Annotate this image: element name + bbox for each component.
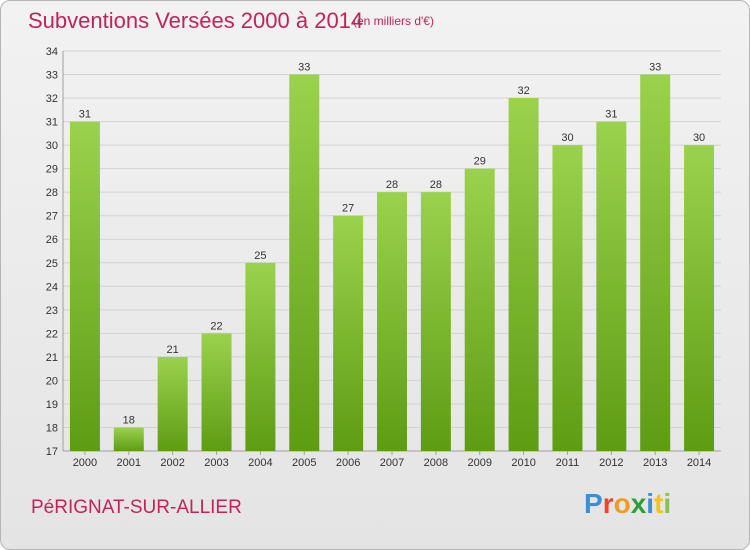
bar-2000 [69,121,100,452]
y-tick-label: 26 [46,234,58,246]
chart-title: Subventions Versées 2000 à 2014 [28,8,364,33]
y-tick-label: 27 [46,211,58,223]
y-tick-label: 18 [46,422,58,434]
y-tick-label: 22 [46,328,58,340]
y-tick-label: 20 [46,375,58,387]
y-tick-label: 33 [46,70,58,82]
x-tick-label: 2005 [292,457,316,469]
y-tick-label: 28 [46,187,58,199]
x-tick-label: 2013 [643,457,667,469]
x-tick-label: 2000 [73,457,97,469]
x-tick-label: 2014 [687,457,711,469]
logo-letter: r [602,488,614,519]
y-tick-label: 29 [46,164,58,176]
x-tick-label: 2003 [204,457,228,469]
data-label: 30 [693,132,705,144]
x-tick-label: 2006 [336,457,360,469]
bar-2007 [377,192,407,452]
logo-letter: i [646,488,655,519]
data-label: 30 [561,132,573,144]
logo-letter: P [584,488,603,519]
bar-2002 [157,356,188,451]
data-label: 28 [386,179,398,191]
data-label: 31 [79,109,91,121]
logo-letter: x [630,488,647,519]
logo-letter: t [654,488,664,519]
x-tick-label: 2001 [117,457,141,469]
data-label: 21 [167,344,179,356]
y-tick-label: 23 [46,305,58,317]
y-tick-label: 21 [46,352,58,364]
y-tick-label: 32 [46,93,58,105]
bar-2001 [113,427,144,451]
bar-2013 [640,74,671,451]
bar-2012 [596,121,627,452]
y-tick-label: 24 [46,281,58,293]
x-tick-label: 2004 [248,457,272,469]
commune-name: PéRIGNAT-SUR-ALLIER [31,497,242,518]
y-tick-label: 25 [46,258,58,270]
bar-2011 [552,145,583,451]
x-tick-label: 2008 [424,457,448,469]
bar-2003 [201,333,232,451]
data-label: 28 [430,179,442,191]
x-tick-label: 2012 [599,457,623,469]
y-tick-label: 30 [46,140,58,152]
y-tick-label: 17 [46,446,58,458]
data-label: 31 [605,109,617,121]
x-tick-label: 2009 [467,457,491,469]
bar-2009 [464,168,495,451]
y-tick-label: 19 [46,399,58,411]
x-tick-label: 2010 [511,457,535,469]
chart-subtitle: (en milliers d'€) [353,14,434,28]
logo-letter: i [663,488,672,519]
logo-letter: o [613,488,631,519]
data-label: 32 [517,85,529,97]
data-label: 33 [649,62,661,74]
data-label: 25 [254,250,266,262]
bar-2008 [420,192,451,452]
data-label: 18 [123,414,135,426]
x-tick-label: 2011 [556,457,580,469]
x-tick-label: 2002 [160,457,184,469]
bar-2010 [508,98,539,451]
bar-2005 [289,74,320,451]
y-tick-label: 34 [46,46,58,58]
bar-2004 [245,262,276,451]
y-tick-label: 31 [46,117,58,129]
x-tick-label: 2007 [380,457,404,469]
data-label: 27 [342,203,354,215]
data-label: 29 [474,156,486,168]
bar-2006 [333,215,364,451]
data-label: 22 [210,320,222,332]
bar-2014 [684,145,715,451]
data-label: 33 [298,62,310,74]
proxiti-logo: Proxiti [584,488,671,520]
